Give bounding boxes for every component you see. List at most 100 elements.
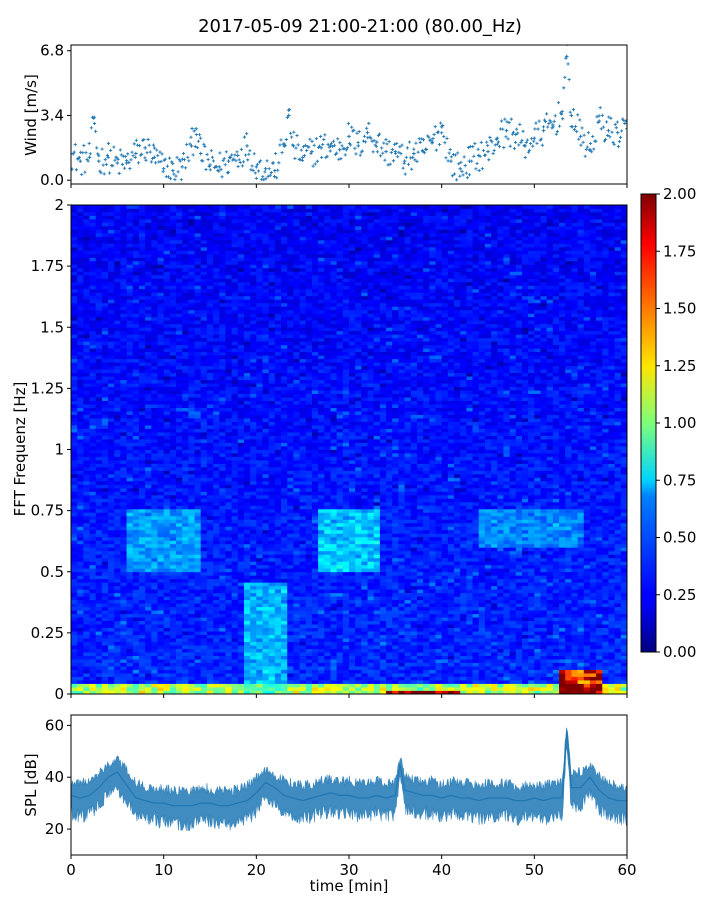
spectrogram-cell <box>126 638 134 642</box>
spectrogram-cell <box>132 351 140 356</box>
spectrogram-cell <box>219 638 226 642</box>
spectrogram-cell <box>206 320 214 325</box>
wind-point <box>577 137 581 141</box>
spectrogram-cell <box>225 673 233 677</box>
spectrogram-cell <box>101 627 109 632</box>
spectrogram-cell <box>182 547 189 552</box>
spectrogram-cell <box>114 505 121 510</box>
spectrogram-cell <box>77 246 84 251</box>
wind-point <box>179 178 183 182</box>
spectrogram-cell <box>213 397 220 401</box>
spectrogram-cell <box>206 564 214 569</box>
spectrogram-cell <box>206 306 214 311</box>
spectrogram-cell <box>95 459 103 464</box>
spectrogram-cell <box>89 540 97 545</box>
spectrogram-cell <box>250 355 257 360</box>
spectrogram-cell <box>200 480 208 485</box>
spectrogram-cell <box>194 596 202 601</box>
spectrogram-cell <box>77 659 84 663</box>
spectrogram-cell <box>169 369 177 374</box>
spectrogram-cell <box>132 390 140 395</box>
spectrogram-cell <box>101 508 109 513</box>
spectrogram-cell <box>231 236 239 241</box>
spectrogram-cell <box>114 575 121 580</box>
wind-point <box>305 148 309 153</box>
spectrogram-cell <box>114 498 121 503</box>
spectrogram-cell <box>163 439 171 443</box>
spectrogram-cell <box>114 414 121 419</box>
spectrogram-cell <box>182 344 189 349</box>
spectrogram-cell <box>71 463 78 468</box>
spectrogram-cell <box>114 292 121 297</box>
spectrogram-cell <box>120 662 127 667</box>
spectrogram-cell <box>256 281 263 286</box>
spectrogram-cell <box>194 680 202 684</box>
spectrogram-cell <box>231 568 239 573</box>
spectrogram-cell <box>219 264 226 269</box>
spectrogram-cell <box>250 620 257 625</box>
spectrogram-cell <box>237 320 245 325</box>
spectrogram-cell <box>237 264 245 269</box>
spectrogram-cell <box>194 397 202 401</box>
spectrogram-cell <box>145 620 152 625</box>
spectrogram-cell <box>89 484 97 489</box>
spectrogram-cell <box>262 596 270 601</box>
spectrogram-cell <box>83 439 90 443</box>
spectrogram-cell <box>213 316 220 321</box>
wind-point <box>129 158 133 162</box>
spectrogram-cell <box>243 330 251 335</box>
spectrogram-cell <box>71 452 78 457</box>
spectrogram-cell <box>219 613 226 618</box>
spectrogram-cell <box>169 459 177 464</box>
spectrogram-cell <box>243 267 251 272</box>
spectrogram-cell <box>126 250 134 255</box>
spectrogram-cell <box>188 641 195 646</box>
spectrogram-cell <box>77 292 84 297</box>
spectrogram-cell <box>200 278 208 283</box>
wind-point <box>488 135 492 139</box>
spectrogram-cell <box>77 397 84 401</box>
spectrogram-cell <box>188 313 195 318</box>
spectrogram-cell <box>138 428 146 433</box>
spectrogram-cell <box>163 362 171 367</box>
wind-point <box>122 166 127 170</box>
spectrogram-cell <box>256 522 263 527</box>
spectrogram-cell <box>231 641 239 646</box>
spectrogram-cell <box>138 662 146 667</box>
spectrogram-cell <box>200 652 208 656</box>
spectrogram-cell <box>219 439 226 443</box>
spectrogram-cell <box>237 673 245 677</box>
spectrogram-cell <box>237 638 245 642</box>
spectrogram-cell <box>176 327 183 332</box>
spectrogram-cell <box>256 337 263 342</box>
spectrogram-cell <box>145 355 152 360</box>
spectrogram-cell <box>157 397 165 401</box>
wind-point <box>143 146 147 150</box>
spectrogram-cell <box>225 669 233 674</box>
spectrogram-cell <box>163 264 171 269</box>
spectrogram-cell <box>237 449 245 454</box>
spectrogram-cell <box>176 316 183 321</box>
spectrogram-cell <box>157 250 165 255</box>
spectrogram-cell <box>77 648 84 653</box>
wind-point <box>197 133 202 137</box>
spectrogram-cell <box>132 225 140 230</box>
spectrogram-cell <box>145 358 152 363</box>
spectrogram-cell <box>151 292 158 297</box>
spectrogram-cell <box>151 680 158 684</box>
spectrogram-cell <box>77 529 84 534</box>
spectrogram-cell <box>157 648 165 653</box>
spectrogram-cell <box>219 393 226 398</box>
spectrogram-cell <box>262 631 270 636</box>
spectrogram-cell <box>231 564 239 569</box>
spectrogram-cell <box>231 578 239 583</box>
spectrogram-cell <box>256 218 263 223</box>
spectrogram-cell <box>169 662 177 667</box>
spectrogram-cell <box>138 459 146 464</box>
spectrogram-cell <box>169 634 177 639</box>
spectrogram-cell <box>126 529 134 534</box>
spectrogram-cell <box>219 205 226 209</box>
spectrogram-cell <box>71 439 78 443</box>
spectrogram-cell <box>157 466 165 471</box>
spectrogram-cell <box>157 470 165 475</box>
